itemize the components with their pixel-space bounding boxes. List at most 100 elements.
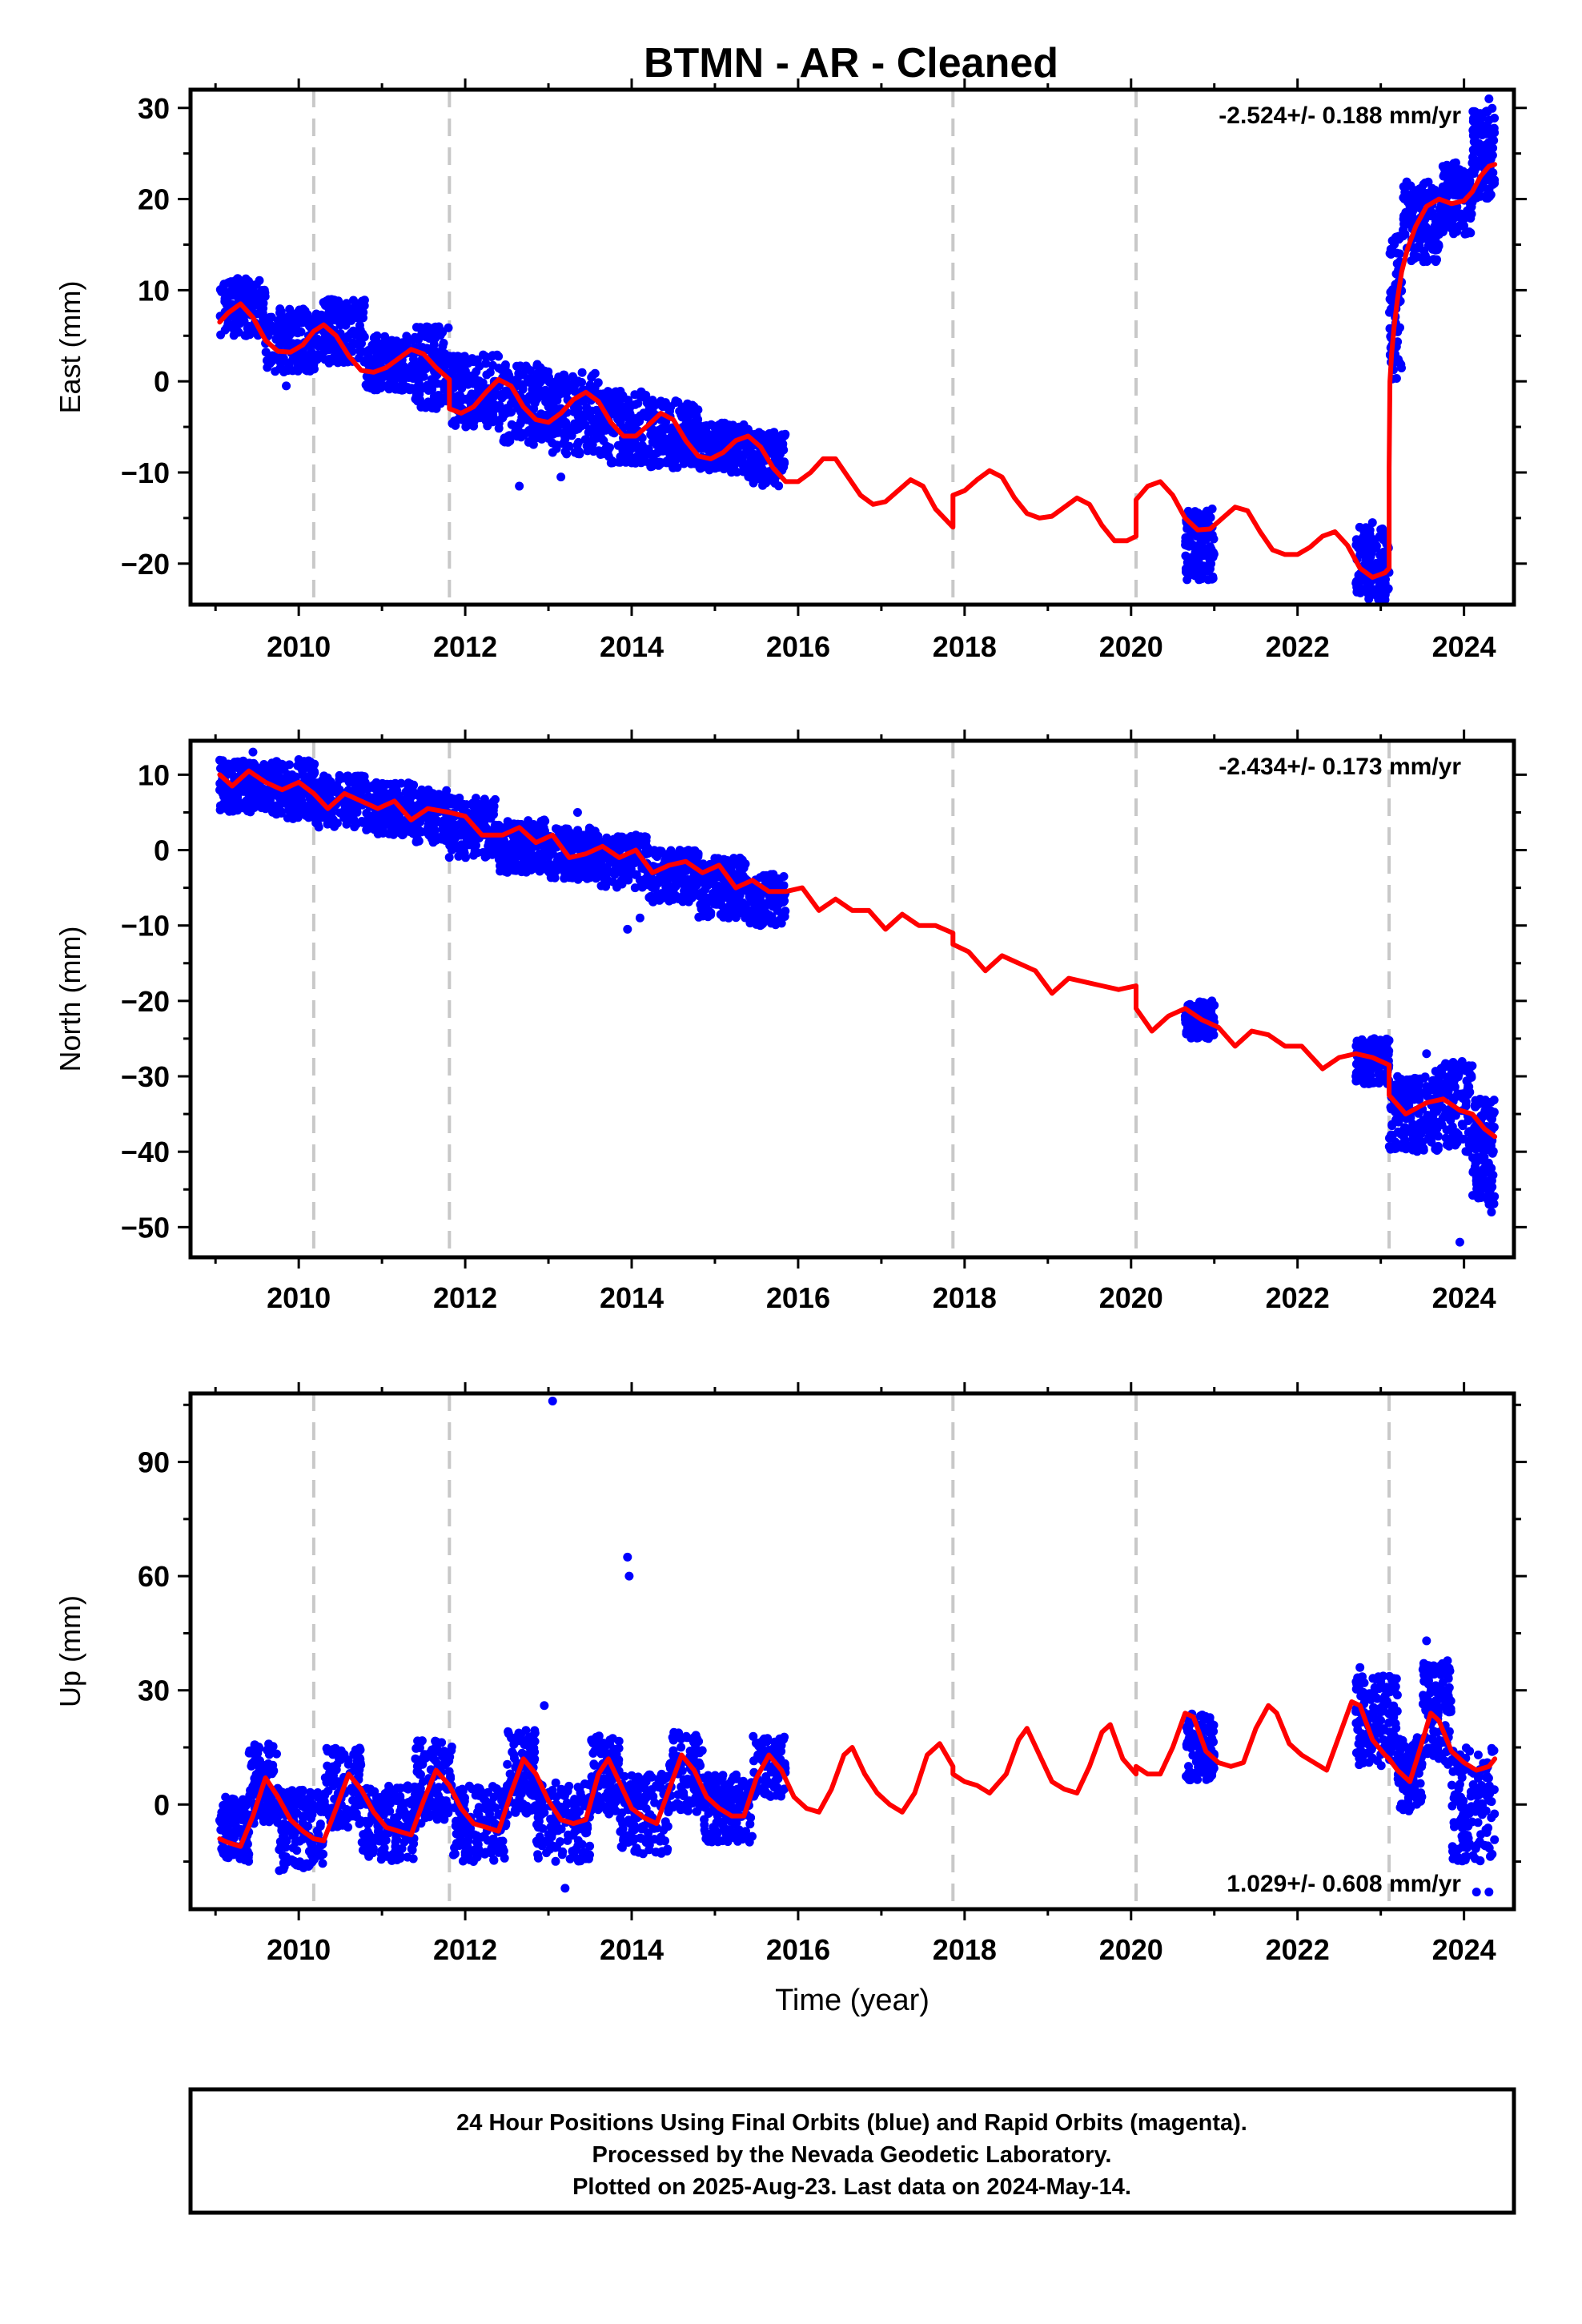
data-point xyxy=(737,458,747,468)
data-point xyxy=(305,771,315,781)
data-point xyxy=(271,774,280,783)
data-point xyxy=(661,458,671,468)
data-point xyxy=(391,818,400,828)
data-point xyxy=(1368,542,1378,552)
data-point xyxy=(1475,160,1484,170)
data-point xyxy=(1439,171,1448,181)
data-point xyxy=(685,885,695,895)
data-point xyxy=(291,809,301,818)
data-point xyxy=(1448,165,1458,175)
data-point xyxy=(271,809,281,818)
data-point xyxy=(505,436,515,446)
data-point xyxy=(501,386,511,396)
data-point xyxy=(243,286,251,296)
data-point xyxy=(1403,211,1412,220)
data-point xyxy=(577,368,587,377)
data-point xyxy=(599,448,608,458)
data-point xyxy=(586,413,596,423)
data-point xyxy=(488,351,497,360)
data-point xyxy=(1426,206,1435,215)
data-point xyxy=(536,378,544,388)
data-point xyxy=(1363,588,1372,597)
data-point xyxy=(1439,225,1449,234)
data-point xyxy=(412,323,421,332)
data-point xyxy=(1399,231,1408,241)
data-point xyxy=(317,352,327,361)
data-point xyxy=(384,806,393,816)
data-point xyxy=(526,373,536,383)
data-point xyxy=(417,356,427,365)
data-point xyxy=(756,465,765,475)
data-point xyxy=(431,394,440,404)
data-point xyxy=(1443,179,1452,189)
data-point xyxy=(665,873,674,883)
data-point xyxy=(468,412,478,421)
data-point xyxy=(472,848,482,858)
data-point xyxy=(324,358,334,368)
data-point xyxy=(359,332,369,342)
data-point xyxy=(468,357,478,367)
data-point xyxy=(773,895,781,904)
data-point xyxy=(728,869,737,879)
data-point xyxy=(648,431,658,440)
data-point xyxy=(498,413,508,423)
data-point xyxy=(463,827,472,837)
data-point xyxy=(432,378,441,388)
data-point xyxy=(275,308,284,318)
data-point xyxy=(1183,506,1193,516)
data-point xyxy=(474,799,484,809)
data-point xyxy=(625,402,635,412)
data-point xyxy=(647,873,656,883)
y-tick-label: 20 xyxy=(138,183,170,216)
data-point xyxy=(405,385,415,395)
data-point xyxy=(1469,124,1479,134)
data-point xyxy=(1207,1025,1216,1035)
data-point xyxy=(1428,244,1438,254)
data-point xyxy=(409,780,419,790)
data-point xyxy=(624,396,633,405)
data-point xyxy=(412,831,421,841)
data-point xyxy=(1466,214,1476,223)
data-point xyxy=(577,378,586,387)
data-point xyxy=(1358,1067,1367,1076)
data-point xyxy=(244,790,254,800)
data-point xyxy=(1201,1032,1211,1042)
data-point xyxy=(327,303,336,312)
data-point xyxy=(308,762,318,771)
data-point xyxy=(363,373,373,383)
data-point xyxy=(415,389,424,399)
data-point xyxy=(363,355,372,364)
data-point xyxy=(357,339,366,348)
data-point xyxy=(727,465,737,475)
data-point xyxy=(235,283,245,292)
data-point xyxy=(636,411,645,420)
data-point xyxy=(1488,135,1497,144)
data-point xyxy=(664,424,673,434)
data-point xyxy=(452,375,462,384)
data-point xyxy=(1391,269,1401,279)
data-point xyxy=(701,432,711,441)
data-point xyxy=(1377,558,1387,568)
data-point xyxy=(295,360,305,369)
data-point xyxy=(538,365,547,375)
data-point xyxy=(602,833,612,842)
data-point xyxy=(497,853,507,862)
y-tick-label: 30 xyxy=(138,92,170,125)
data-point xyxy=(544,372,553,382)
data-point xyxy=(517,428,527,438)
data-point xyxy=(1375,1043,1384,1052)
data-point xyxy=(689,846,698,855)
data-point xyxy=(627,444,636,453)
data-point xyxy=(630,858,640,867)
data-point xyxy=(489,810,498,819)
data-point xyxy=(705,465,714,475)
data-point xyxy=(228,806,238,815)
data-point xyxy=(414,335,423,344)
data-point xyxy=(677,871,686,881)
data-point xyxy=(1484,189,1494,198)
data-point xyxy=(682,893,692,903)
data-point xyxy=(624,875,633,885)
data-point xyxy=(633,399,643,408)
data-point xyxy=(761,899,771,908)
data-point xyxy=(769,870,778,879)
